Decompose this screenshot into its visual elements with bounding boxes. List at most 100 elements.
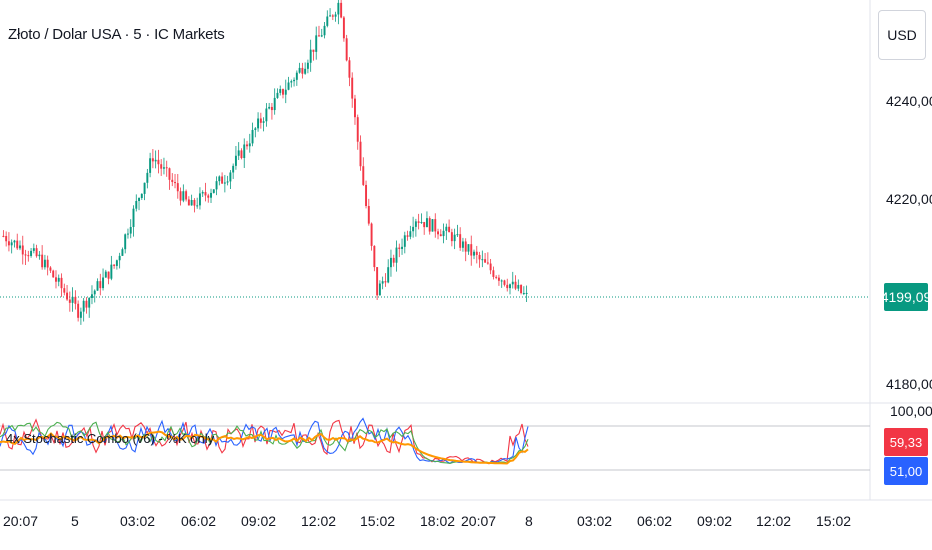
- candle-body: [450, 232, 453, 242]
- candle-body: [265, 108, 268, 122]
- candle-body: [495, 276, 498, 278]
- candle-body: [395, 247, 398, 263]
- candle-body: [71, 296, 74, 303]
- candle-body: [359, 141, 362, 167]
- candle-body: [378, 283, 381, 296]
- candle-body: [21, 245, 24, 255]
- candle-body: [431, 219, 434, 232]
- candle-body: [511, 281, 514, 285]
- candle-body: [30, 250, 33, 256]
- candle-body: [345, 38, 348, 61]
- candle-body: [99, 281, 102, 289]
- candle-body: [24, 254, 27, 256]
- candle-body: [398, 247, 401, 249]
- stochastic-line-4: [0, 430, 529, 465]
- candle-body: [223, 182, 226, 184]
- candle-body: [486, 262, 489, 264]
- candle-body: [35, 248, 38, 257]
- time-tick: 12:02: [301, 513, 336, 529]
- candle-body: [168, 168, 171, 180]
- candle-body: [138, 198, 141, 201]
- candle-body: [401, 246, 404, 249]
- candle-body: [115, 260, 118, 266]
- candle-body: [456, 234, 459, 236]
- candle-body: [93, 290, 96, 295]
- candle-body: [517, 284, 520, 289]
- candle-body: [171, 179, 174, 183]
- indicator-badge-blue: 51,00: [884, 457, 928, 485]
- candle-body: [251, 129, 254, 144]
- candle-body: [179, 191, 182, 201]
- candle-body: [373, 245, 376, 268]
- candle-body: [91, 294, 93, 299]
- candle-body: [60, 277, 63, 289]
- candle-body: [146, 172, 149, 183]
- candle-body: [334, 14, 337, 17]
- candle-body: [428, 218, 431, 232]
- candle-body: [248, 143, 251, 147]
- candle-body: [16, 240, 19, 249]
- candle-body: [323, 25, 326, 36]
- candle-body: [356, 117, 359, 142]
- candle-body: [57, 277, 60, 282]
- candle-body: [365, 184, 368, 207]
- candle-body: [43, 259, 46, 268]
- time-tick: 5: [71, 513, 79, 529]
- candle-body: [284, 89, 287, 95]
- candle-body: [46, 259, 49, 268]
- time-tick: 06:02: [637, 513, 672, 529]
- candle-body: [309, 49, 312, 63]
- candle-body: [370, 223, 373, 246]
- candle-body: [492, 270, 495, 277]
- candle-body: [376, 267, 379, 296]
- candle-body: [403, 235, 406, 247]
- candle-body: [32, 248, 35, 251]
- candle-body: [246, 144, 248, 147]
- candle-body: [74, 296, 77, 304]
- candle-body: [298, 67, 301, 73]
- candle-body: [342, 17, 345, 39]
- candle-body: [63, 288, 66, 293]
- candle-body: [295, 72, 298, 80]
- candle-body: [312, 49, 315, 52]
- candle-body: [218, 176, 221, 182]
- candle-body: [464, 241, 467, 252]
- candle-body: [475, 251, 478, 255]
- time-tick: 20:07: [3, 513, 38, 529]
- time-tick: 03:02: [577, 513, 612, 529]
- candle-body: [478, 254, 481, 260]
- candle-body: [88, 298, 91, 308]
- candle-body: [290, 81, 293, 83]
- candle-body: [331, 15, 334, 17]
- candle-body: [445, 226, 448, 231]
- candle-body: [351, 77, 354, 99]
- candle-body: [52, 270, 55, 278]
- candle-body: [384, 281, 387, 283]
- candle-body: [19, 245, 21, 249]
- candle-body: [226, 181, 229, 183]
- candle-body: [232, 165, 235, 173]
- candle-body: [522, 292, 525, 294]
- candle-body: [68, 299, 71, 303]
- candle-body: [229, 172, 232, 182]
- candle-body: [38, 254, 41, 257]
- candle-body: [439, 234, 442, 237]
- candle-body: [221, 176, 224, 184]
- candle-body: [434, 219, 437, 232]
- candle-body: [497, 277, 500, 281]
- candle-body: [412, 226, 415, 232]
- stochastic-layer: [0, 417, 529, 465]
- candle-body: [262, 121, 265, 123]
- candle-body: [259, 118, 262, 123]
- currency-button[interactable]: USD: [878, 10, 926, 60]
- candle-body: [135, 200, 138, 209]
- candle-body: [514, 281, 517, 289]
- candle-body: [110, 264, 113, 279]
- candle-body: [279, 89, 282, 93]
- candle-body: [151, 158, 154, 162]
- indicator-tick-100: 100,00: [890, 403, 932, 419]
- indicator-badge-red: 59,33: [884, 428, 928, 456]
- candle-body: [240, 150, 243, 159]
- candle-body: [318, 35, 320, 37]
